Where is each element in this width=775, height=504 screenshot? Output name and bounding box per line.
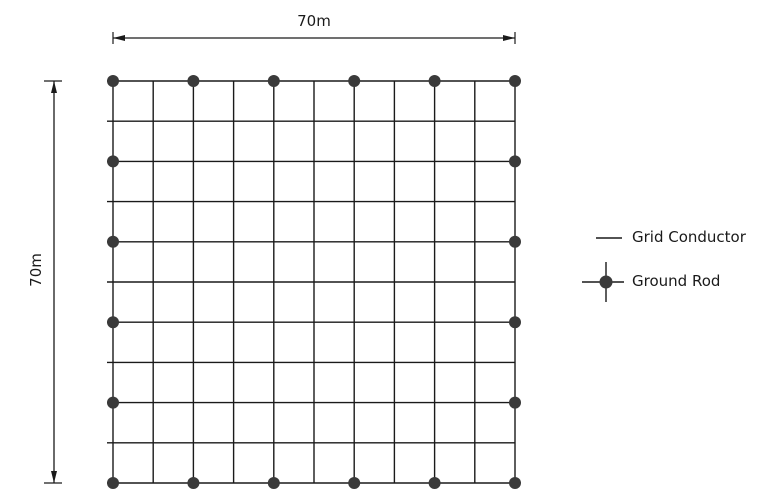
top-dimension: 70m xyxy=(112,12,516,44)
arrow-up-icon xyxy=(51,81,57,93)
ground-rod-icon xyxy=(428,75,441,87)
ground-rod-icon xyxy=(107,75,119,87)
grid-conductors xyxy=(107,80,516,484)
ground-rod-icon xyxy=(509,235,521,248)
arrow-down-icon xyxy=(51,471,57,483)
ground-rod-icon xyxy=(107,316,119,329)
ground-rod-icon xyxy=(428,477,441,489)
ground-rod-icon xyxy=(107,155,119,168)
ground-rod-icon xyxy=(187,75,200,87)
left-dimension: 70m xyxy=(27,80,62,484)
ground-rods xyxy=(107,75,521,489)
ground-rod-icon xyxy=(348,477,361,489)
legend: Grid Conductor Ground Rod xyxy=(582,228,747,302)
ground-rod-icon xyxy=(187,477,200,489)
ground-rod-icon xyxy=(107,396,119,409)
arrow-left-icon xyxy=(113,35,125,41)
ground-rod-icon xyxy=(267,477,280,489)
legend-rod: Ground Rod xyxy=(582,262,720,302)
ground-rod-icon xyxy=(267,75,280,87)
ground-rod-icon xyxy=(509,396,521,409)
arrow-right-icon xyxy=(503,35,515,41)
width-label: 70m xyxy=(297,12,331,30)
ground-rod-icon xyxy=(107,235,119,248)
legend-conductor-label: Grid Conductor xyxy=(632,228,747,246)
legend-conductor: Grid Conductor xyxy=(596,228,747,246)
ground-rod-icon xyxy=(582,262,624,302)
height-label: 70m xyxy=(27,253,45,287)
ground-rod-icon xyxy=(348,75,361,87)
legend-rod-label: Ground Rod xyxy=(632,272,720,290)
ground-rod-icon xyxy=(509,155,521,168)
ground-rod-icon xyxy=(107,477,119,489)
ground-rod-icon xyxy=(509,316,521,329)
ground-rod-icon xyxy=(509,75,521,87)
ground-rod-icon xyxy=(509,477,521,489)
